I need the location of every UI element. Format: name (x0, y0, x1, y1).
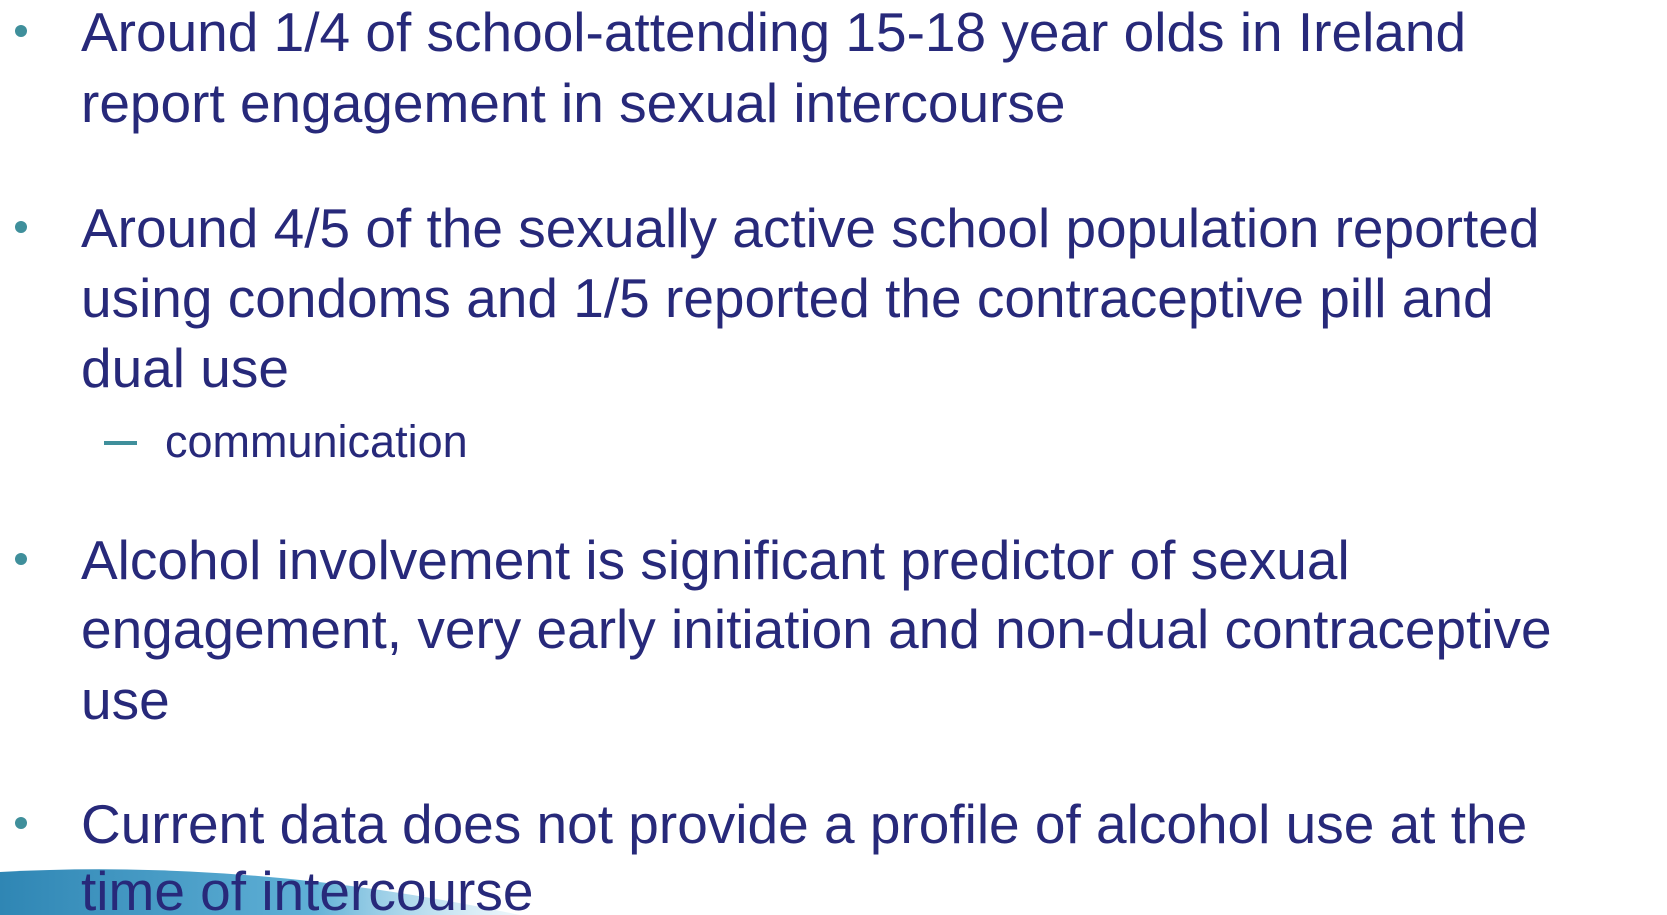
bullet-text: time of intercourse (81, 860, 533, 915)
bullet-text: Around 1/4 of school-attending 15-18 yea… (81, 1, 1466, 63)
bullet-text: Alcohol involvement is significant predi… (81, 529, 1350, 591)
bullet-text: Around 4/5 of the sexually active school… (81, 197, 1539, 259)
bullet-text: using condoms and 1/5 reported the contr… (81, 267, 1494, 329)
bullet-dot (15, 817, 27, 829)
footer-swoosh (0, 869, 520, 915)
bullet-text: use (81, 669, 170, 731)
bullet-text: Current data does not provide a profile … (81, 793, 1527, 855)
bullet-dot (15, 25, 27, 37)
bullet-list: Around 1/4 of school-attending 15-18 yea… (15, 1, 1552, 915)
bullet-dot (15, 553, 27, 565)
sub-bullet-text: communication (165, 416, 468, 467)
bullet-text: report engagement in sexual intercourse (81, 72, 1065, 134)
bullet-dot (15, 221, 27, 233)
bullet-text: dual use (81, 337, 289, 399)
bullet-text: engagement, very early initiation and no… (81, 598, 1552, 660)
sub-dash (104, 441, 137, 445)
